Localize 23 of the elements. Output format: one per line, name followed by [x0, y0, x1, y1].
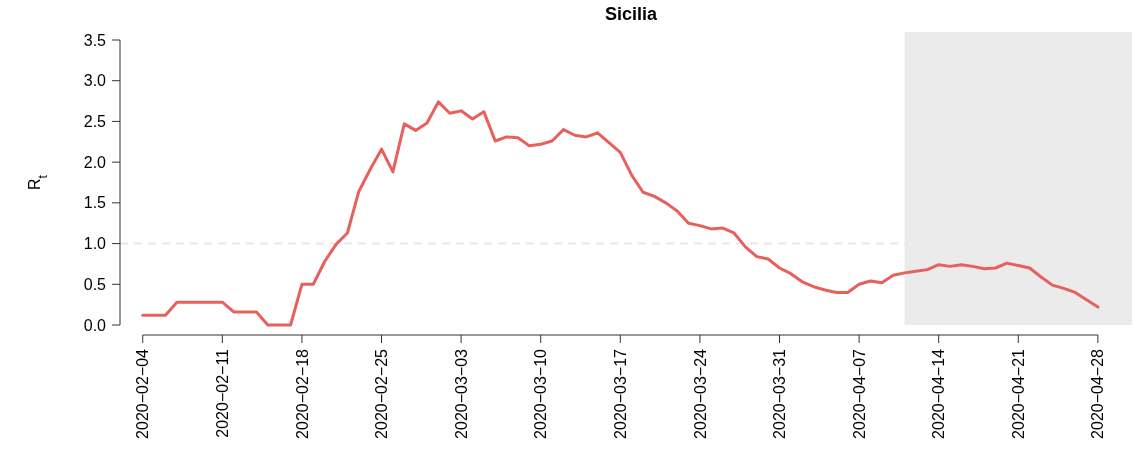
- x-tick-label: 2020−02−18: [293, 348, 311, 439]
- y-tick-label: 3.0: [83, 72, 107, 90]
- y-tick-label: 2.0: [83, 153, 107, 171]
- x-tick-label: 2020−03−03: [452, 348, 470, 439]
- x-tick-label: 2020−03−10: [532, 348, 550, 439]
- x-tick-label: 2020−03−17: [611, 348, 629, 439]
- x-tick-label: 2020−04−14: [930, 348, 948, 439]
- chart-title: Sicilia: [604, 4, 658, 24]
- y-tick-label: 0.5: [83, 275, 107, 293]
- x-tick-label: 2020−04−21: [1009, 348, 1027, 439]
- y-tick-label: 1.0: [83, 235, 107, 253]
- x-tick-label: 2020−04−28: [1089, 348, 1107, 439]
- x-tick-label: 2020−02−04: [134, 348, 152, 439]
- x-tick-label: 2020−02−25: [373, 348, 391, 439]
- y-tick-label: 0.0: [83, 316, 107, 334]
- x-tick-label: 2020−03−31: [771, 348, 789, 439]
- y-tick-label: 3.5: [83, 31, 107, 49]
- y-tick-label: 2.5: [83, 113, 107, 131]
- x-tick-label: 2020−02−11: [213, 348, 231, 438]
- y-tick-label: 1.5: [83, 194, 107, 212]
- line-series: [141, 100, 1100, 327]
- x-tick-label: 2020−03−24: [691, 348, 709, 439]
- x-tick-label: 2020−04−07: [850, 348, 868, 439]
